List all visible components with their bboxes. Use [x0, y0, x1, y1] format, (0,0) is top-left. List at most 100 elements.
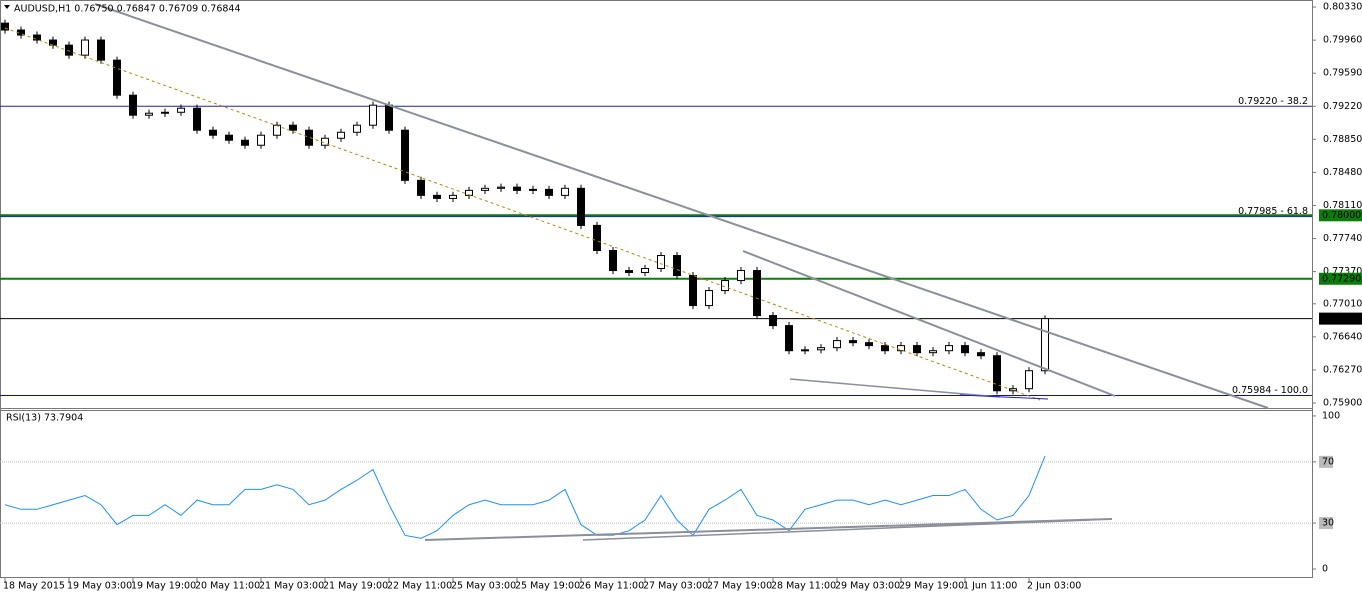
- y-tick-label: 0.76640: [1323, 331, 1362, 342]
- trend-line: [424, 518, 1113, 541]
- candle-body: [993, 355, 1001, 392]
- menu-arrow[interactable]: [4, 5, 10, 9]
- x-tick-label: 29 May 19:00: [899, 581, 964, 592]
- candle-body: [561, 187, 569, 196]
- candle-body: [737, 270, 745, 282]
- y-tick-label: 0.79590: [1323, 68, 1362, 79]
- candle-body: [817, 347, 825, 351]
- x-tick-label: 1 Jun 11:00: [963, 581, 1017, 592]
- candle-body: [161, 111, 169, 114]
- level-label: 0.79220 - 38.2: [1238, 96, 1308, 107]
- candle-body: [961, 345, 969, 354]
- y-tick-label: 30: [1322, 518, 1334, 529]
- y-tick-label: 0: [1322, 563, 1328, 574]
- candle-body: [913, 345, 921, 354]
- x-tick-label: 27 May 03:00: [643, 581, 708, 592]
- x-tick-label: 18 May 2015: [3, 581, 65, 592]
- level-label: 0.75984 - 100.0: [1232, 385, 1308, 396]
- candle-body: [353, 124, 361, 133]
- trend-line: [742, 250, 1116, 397]
- candle-body: [593, 224, 601, 252]
- candle-body: [529, 188, 537, 191]
- candle-body: [977, 352, 985, 357]
- y-tick-label: 0.79960: [1323, 35, 1362, 46]
- x-tick-label: 27 May 19:00: [707, 581, 772, 592]
- trend-line: [789, 378, 1001, 398]
- candle-body: [81, 39, 89, 56]
- candle-body: [465, 189, 473, 196]
- price-tag: [1319, 209, 1362, 222]
- candle-body: [481, 187, 489, 191]
- y-tick-label: 0.79220: [1323, 101, 1362, 112]
- candle-body: [209, 129, 217, 136]
- y-tick-label: 70: [1322, 456, 1334, 467]
- price-tag-label: 0.78000: [1322, 210, 1361, 221]
- candle-body: [193, 107, 201, 131]
- y-tick-box: [1319, 517, 1333, 530]
- trend-line: [94, 3, 1269, 409]
- candle-body: [113, 59, 121, 96]
- candle-body: [577, 187, 585, 226]
- candle-body: [449, 194, 457, 199]
- y-tick-label: 0.77010: [1323, 298, 1362, 309]
- candle-body: [513, 186, 521, 191]
- level-label: 0.77985 - 61.8: [1238, 206, 1308, 217]
- rsi-line: [4, 455, 1046, 539]
- candle-body: [225, 134, 233, 141]
- y-tick-label: 0.77740: [1323, 233, 1362, 244]
- y-tick-label: 0.75900: [1323, 397, 1362, 408]
- candle-body: [865, 342, 873, 347]
- x-tick-label: 26 May 11:00: [579, 581, 644, 592]
- trend-line: [959, 394, 1049, 400]
- price-tag-label: 0.76844: [1322, 313, 1361, 324]
- y-tick-box: [1319, 455, 1333, 468]
- candle-body: [33, 34, 41, 41]
- plot: [0, 19, 1312, 539]
- candle-body: [689, 275, 697, 307]
- price-tag-label: 0.77290: [1322, 273, 1361, 284]
- candle-body: [705, 290, 713, 307]
- x-tick-label: 21 May 19:00: [323, 581, 388, 592]
- candle-body: [241, 139, 249, 146]
- candle-body: [769, 315, 777, 327]
- candle-body: [385, 104, 393, 131]
- candle-body: [721, 280, 729, 292]
- candle-body: [433, 194, 441, 199]
- candle-body: [1009, 388, 1017, 392]
- candle-body: [289, 124, 297, 131]
- y-tick-label: 0.78850: [1323, 134, 1362, 145]
- candle-body: [801, 349, 809, 352]
- candle-body: [545, 188, 553, 196]
- candle-body: [625, 270, 633, 274]
- candle-body: [273, 124, 281, 136]
- candle-body: [785, 325, 793, 352]
- x-tick-label: 19 May 03:00: [67, 581, 132, 592]
- candle-body: [305, 129, 313, 146]
- candle-body: [369, 104, 377, 126]
- candle-body: [753, 270, 761, 317]
- x-tick-label: 19 May 19:00: [131, 581, 196, 592]
- candle-body: [1025, 370, 1033, 390]
- candle-body: [417, 179, 425, 196]
- candle-body: [897, 345, 905, 352]
- y-tick-label: 0.78110: [1323, 200, 1362, 211]
- candle-body: [129, 94, 137, 116]
- y-tick-label: 0.80330: [1323, 2, 1362, 13]
- x-tick-label: 2 Jun 03:00: [1027, 581, 1081, 592]
- x-tick-label: 21 May 03:00: [259, 581, 324, 592]
- y-tick-label: 0.76270: [1323, 364, 1362, 375]
- x-tick-label: 25 May 19:00: [515, 581, 580, 592]
- trend-line: [582, 519, 1091, 541]
- candle-body: [401, 129, 409, 181]
- price-tag: [1319, 312, 1362, 325]
- y-tick-label: 100: [1322, 410, 1340, 421]
- x-tick-label: 29 May 03:00: [835, 581, 900, 592]
- x-tick-label: 22 May 11:00: [387, 581, 452, 592]
- candle-body: [673, 255, 681, 277]
- candle-body: [881, 345, 889, 352]
- candle-body: [929, 350, 937, 354]
- candle-body: [849, 340, 857, 344]
- candle-body: [97, 39, 105, 61]
